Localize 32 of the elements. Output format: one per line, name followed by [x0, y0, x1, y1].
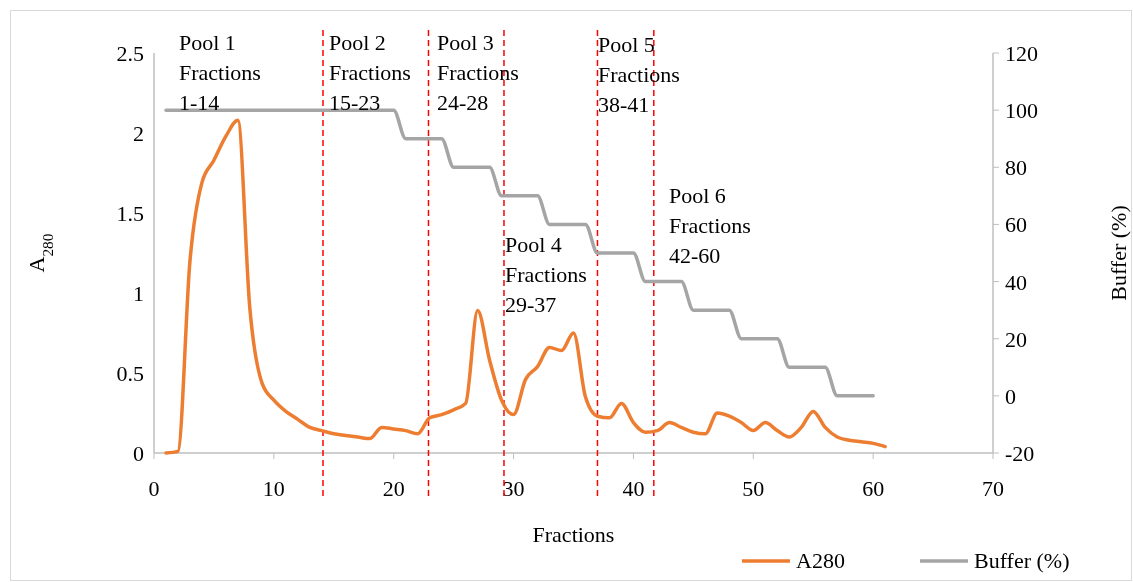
x-tick-label: 20	[382, 476, 405, 501]
legend-label: A280	[796, 548, 845, 573]
y2-tick-label: 120	[1005, 41, 1038, 66]
y2-axis-title: Buffer (%)	[1106, 205, 1131, 301]
y2-tick-label: 60	[1005, 212, 1027, 238]
y2-tick-label: -20	[1005, 441, 1035, 466]
y2-tick-label: 40	[1005, 269, 1027, 295]
x-tick-label: 30	[502, 476, 525, 501]
annotation: Pool 5 Fractions 38-41	[598, 32, 680, 117]
x-tick-label: 60	[862, 476, 885, 501]
annotation: Pool 2 Fractions 15-23	[329, 30, 411, 115]
x-tick-label: 70	[982, 476, 1004, 501]
y2-tick-label: 80	[1005, 155, 1027, 181]
y-tick-label: 0.5	[116, 361, 144, 386]
line-series	[164, 118, 887, 455]
annotation: Pool 3 Fractions 24-28	[437, 30, 519, 115]
y-tick-label: 2.5	[116, 41, 144, 66]
y-tick-label: 0	[133, 441, 144, 466]
x-tick-label: 10	[262, 476, 285, 501]
x-tick-label: 50	[742, 476, 765, 501]
annotation: Pool 1 Fractions 1-14	[179, 30, 261, 115]
y2-tick-label: 100	[1005, 98, 1038, 124]
annotation: Pool 4 Fractions 29-37	[505, 232, 587, 317]
x-tick-label: 40	[622, 476, 645, 501]
x-axis-title: Fractions	[532, 522, 615, 547]
y2-tick-label: 0	[1005, 383, 1016, 409]
annotation: Pool 6 Fractions 42-60	[669, 183, 751, 268]
legend-label: Buffer (%)	[974, 548, 1070, 573]
y-tick-label: 2	[133, 121, 144, 146]
y-tick-label: 1	[133, 281, 144, 306]
y2-tick-label: 20	[1005, 326, 1027, 352]
y-tick-label: 1.5	[116, 201, 144, 226]
